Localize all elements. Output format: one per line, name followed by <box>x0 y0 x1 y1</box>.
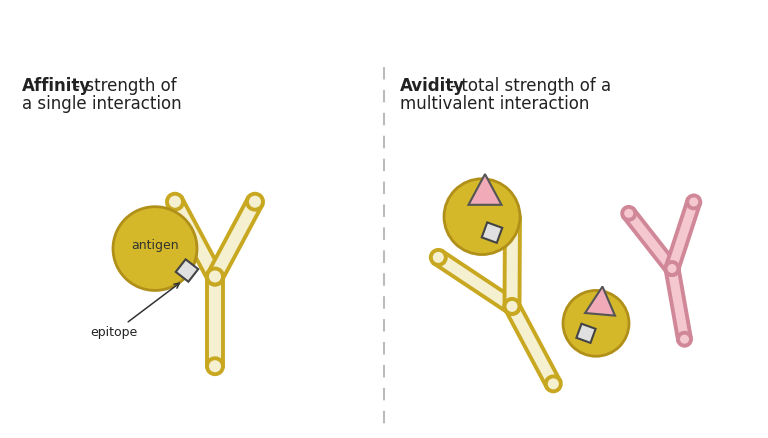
Polygon shape <box>434 251 516 313</box>
Text: - strength of: - strength of <box>69 77 177 95</box>
Polygon shape <box>585 286 615 316</box>
Circle shape <box>207 358 223 374</box>
Text: Avidity: Avidity <box>400 77 465 95</box>
Polygon shape <box>482 223 502 243</box>
Circle shape <box>505 299 519 314</box>
Polygon shape <box>666 267 691 340</box>
Circle shape <box>113 207 197 290</box>
Text: Affinity: Affinity <box>22 77 91 95</box>
Text: Affinity vs. Avidity: Affinity vs. Avidity <box>239 16 529 43</box>
Text: multivalent interaction: multivalent interaction <box>400 95 589 113</box>
Text: a single interaction: a single interaction <box>22 95 181 113</box>
Polygon shape <box>505 218 520 307</box>
Circle shape <box>546 376 561 391</box>
Text: epitope: epitope <box>90 283 180 339</box>
Circle shape <box>666 262 678 275</box>
Circle shape <box>505 211 520 226</box>
Polygon shape <box>666 200 700 271</box>
Circle shape <box>247 194 263 210</box>
Circle shape <box>444 179 520 254</box>
Polygon shape <box>207 276 223 366</box>
Circle shape <box>431 250 445 265</box>
Polygon shape <box>176 259 198 282</box>
Text: antigen: antigen <box>131 239 179 252</box>
Circle shape <box>678 333 691 346</box>
Polygon shape <box>505 303 560 387</box>
Circle shape <box>563 290 629 356</box>
Circle shape <box>207 268 223 284</box>
Circle shape <box>505 299 519 314</box>
Circle shape <box>505 299 519 314</box>
Circle shape <box>207 268 223 284</box>
Polygon shape <box>208 198 262 280</box>
Circle shape <box>687 195 700 208</box>
Polygon shape <box>468 174 502 205</box>
Polygon shape <box>168 198 222 280</box>
Circle shape <box>666 262 678 275</box>
Circle shape <box>666 262 678 275</box>
Circle shape <box>167 194 183 210</box>
Polygon shape <box>577 324 596 343</box>
Polygon shape <box>624 209 677 272</box>
Circle shape <box>207 268 223 284</box>
Circle shape <box>622 207 635 220</box>
Text: - total strength of a: - total strength of a <box>445 77 611 95</box>
